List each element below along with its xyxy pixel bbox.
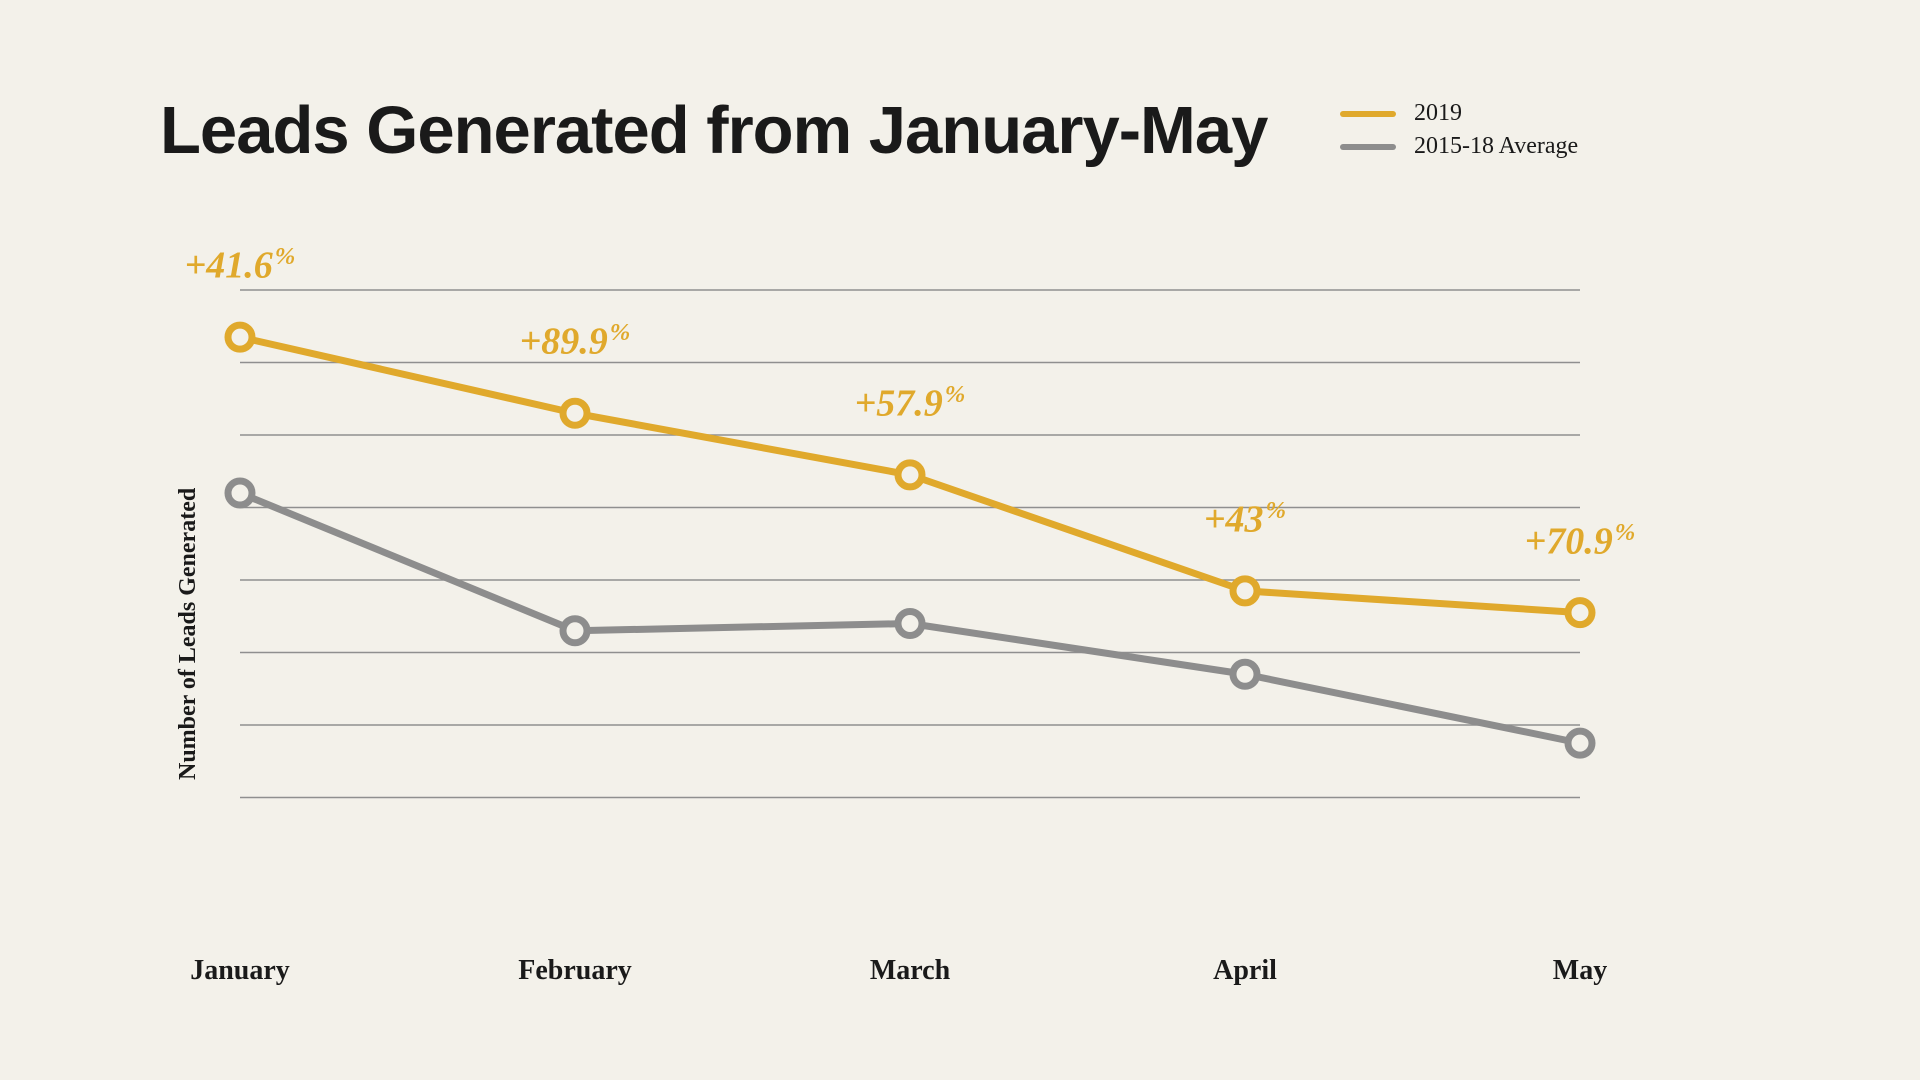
x-axis-label: January	[190, 955, 290, 987]
data-label: +89.9%	[520, 319, 631, 364]
chart-title: Leads Generated from January-May	[160, 92, 1267, 169]
legend-item: 2015-18 Average	[1340, 133, 1578, 160]
legend-swatch	[1340, 111, 1396, 117]
legend-swatch	[1340, 144, 1396, 150]
data-label: +70.9%	[1525, 519, 1636, 564]
series-marker	[1233, 662, 1257, 686]
data-label: +41.6%	[185, 243, 296, 288]
legend-label: 2015-18 Average	[1414, 133, 1578, 160]
series-marker	[898, 612, 922, 636]
data-label: +43%	[1204, 497, 1286, 542]
x-axis-label: March	[870, 955, 950, 987]
x-axis-label: April	[1213, 955, 1277, 987]
legend-item: 2019	[1340, 100, 1578, 127]
x-axis-label: May	[1553, 955, 1607, 987]
y-axis-label: Number of Leads Generated	[175, 488, 202, 780]
series-marker	[228, 325, 252, 349]
x-axis-label: February	[518, 955, 632, 987]
legend-label: 2019	[1414, 100, 1462, 127]
series-marker	[563, 401, 587, 425]
series-marker	[1233, 579, 1257, 603]
series-marker	[898, 463, 922, 487]
chart-canvas: Leads Generated from January-May 2019201…	[0, 0, 1920, 1080]
data-label: +57.9%	[855, 381, 966, 426]
legend: 2019 2015-18 Average	[1340, 100, 1578, 166]
series-marker	[1568, 601, 1592, 625]
series-marker	[228, 481, 252, 505]
series-marker	[563, 619, 587, 643]
series-marker	[1568, 731, 1592, 755]
